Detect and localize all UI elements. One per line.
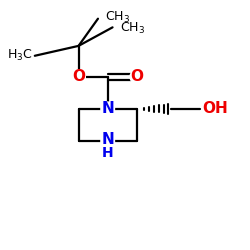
Text: OH: OH [202, 102, 228, 116]
Text: CH$_3$: CH$_3$ [105, 10, 130, 25]
Text: H: H [102, 146, 114, 160]
Text: N: N [101, 132, 114, 147]
Text: H$_3$C: H$_3$C [7, 48, 32, 63]
Circle shape [101, 102, 114, 116]
Text: CH$_3$: CH$_3$ [120, 21, 145, 36]
Circle shape [130, 70, 144, 84]
Circle shape [101, 134, 114, 148]
Text: O: O [130, 69, 143, 84]
Text: O: O [72, 69, 85, 84]
Text: N: N [101, 102, 114, 116]
Circle shape [72, 70, 85, 84]
